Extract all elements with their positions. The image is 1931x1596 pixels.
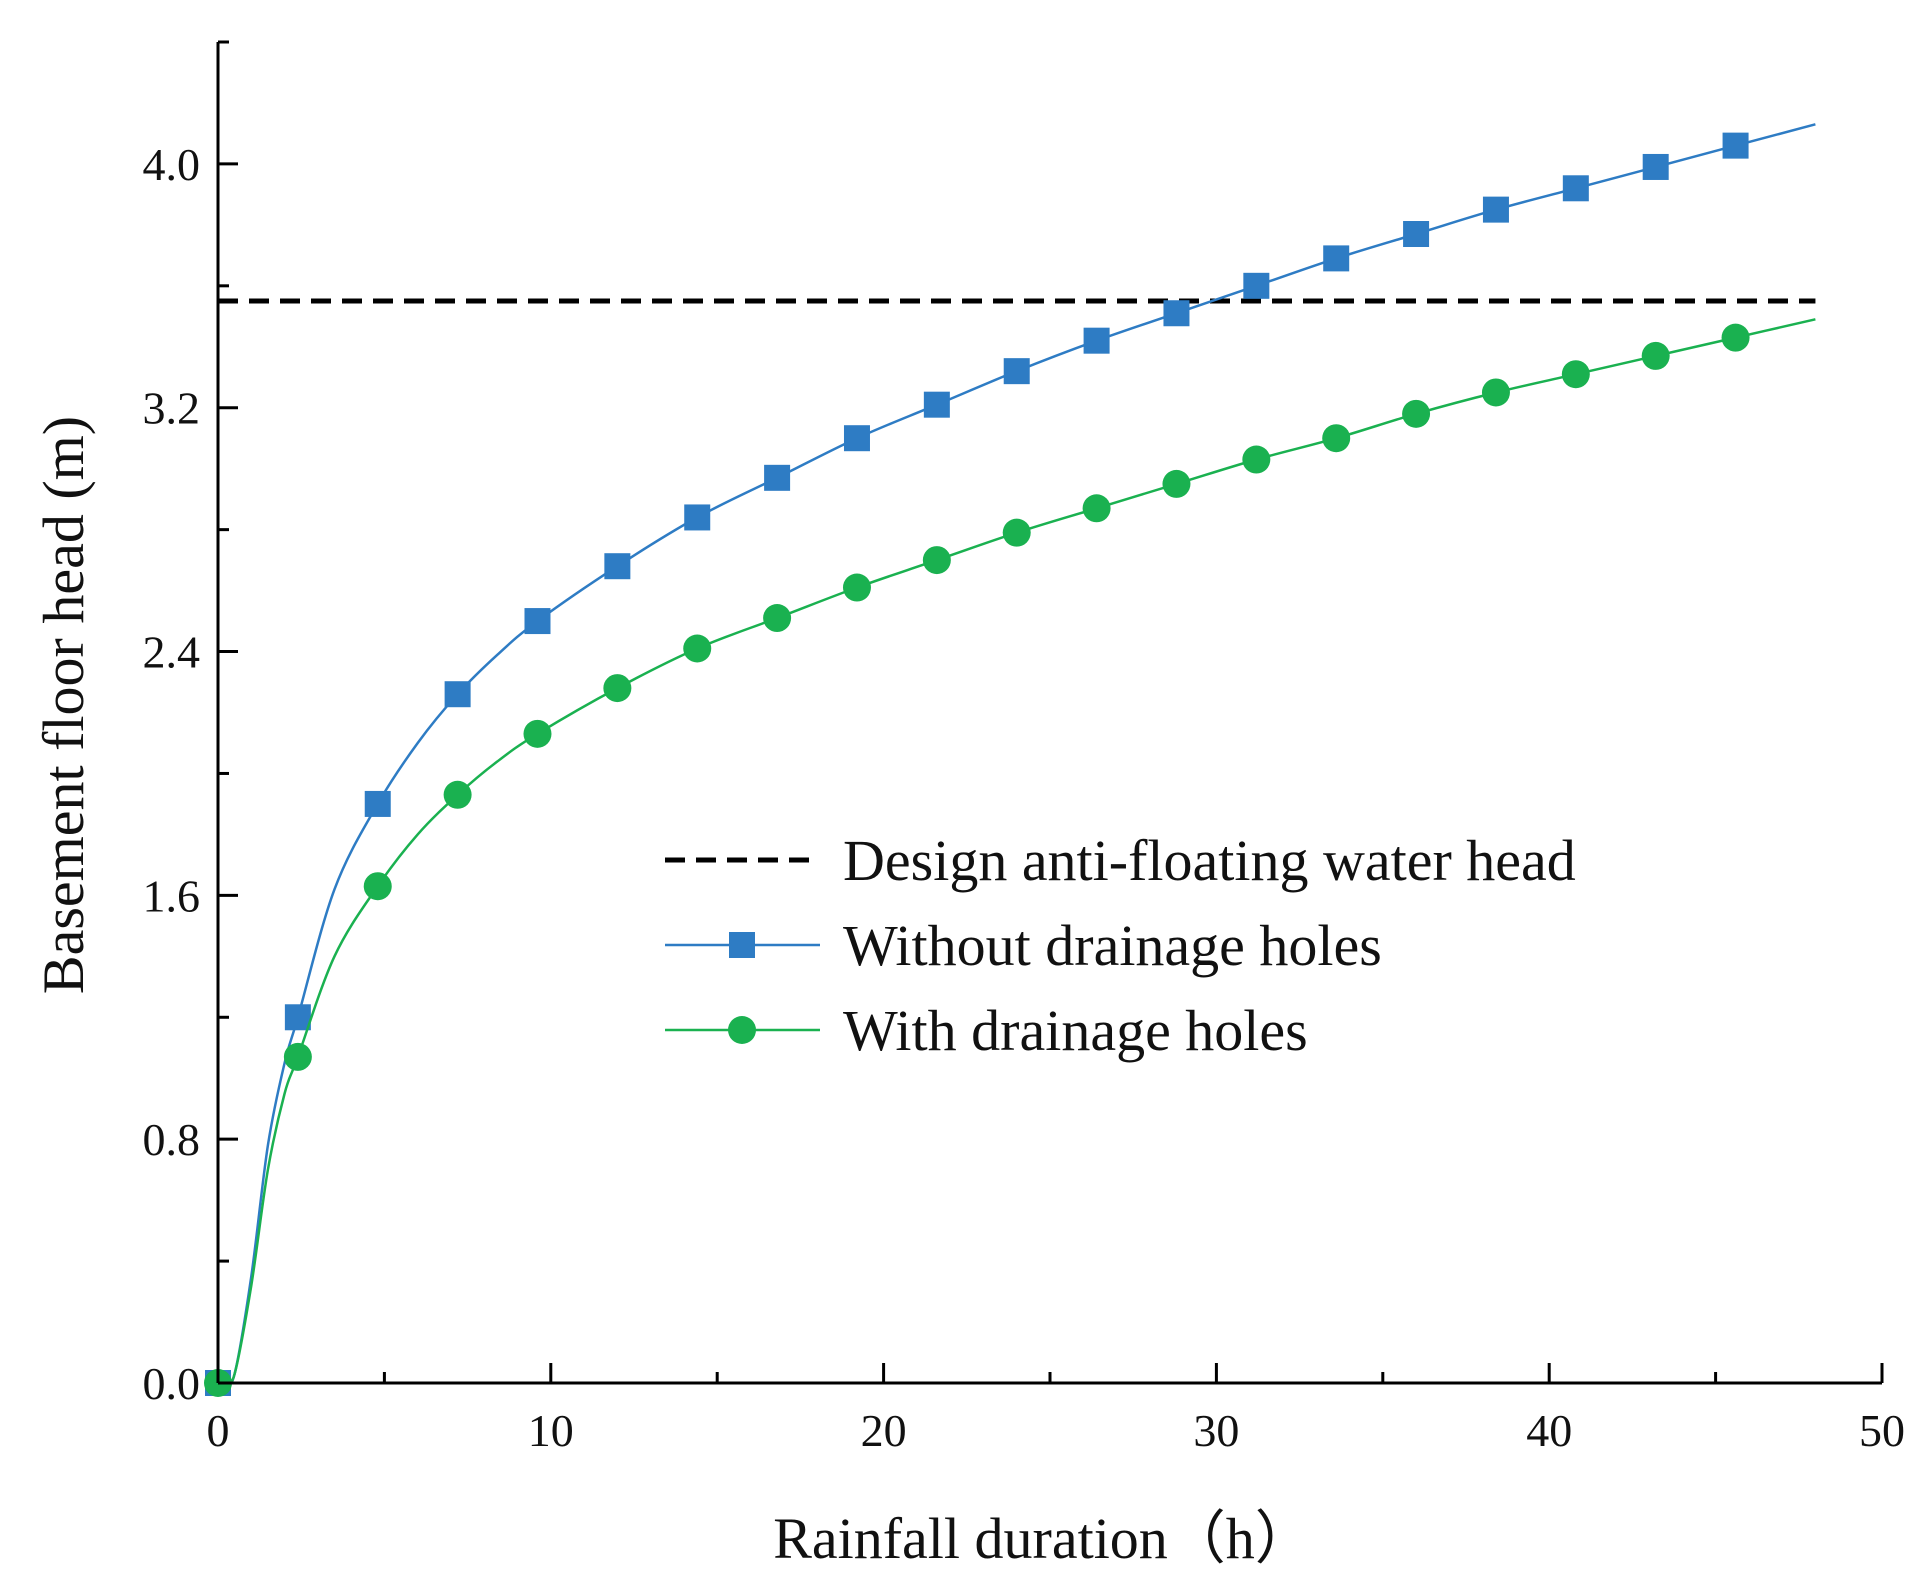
- data-point-with-drainage: [1242, 445, 1271, 474]
- x-tick-label: 20: [861, 1405, 907, 1456]
- y-tick-label: 3.2: [143, 383, 201, 434]
- y-tick-label: 0.8: [143, 1114, 201, 1165]
- data-point-without-drainage: [1003, 358, 1030, 385]
- data-point-with-drainage: [523, 719, 552, 748]
- data-point-without-drainage: [444, 681, 471, 708]
- data-point-with-drainage: [763, 604, 792, 633]
- data-point-without-drainage: [1323, 245, 1350, 272]
- data-point-without-drainage: [764, 464, 791, 491]
- data-point-without-drainage: [1482, 196, 1509, 223]
- x-tick-label: 30: [1193, 1405, 1239, 1456]
- data-point-without-drainage: [604, 553, 631, 580]
- data-point-without-drainage: [684, 504, 711, 531]
- data-point-with-drainage: [1481, 378, 1510, 407]
- data-point-without-drainage: [284, 1004, 311, 1031]
- axes: [216, 40, 1884, 1385]
- data-point-without-drainage: [1722, 132, 1749, 159]
- legend-label-without: Without drainage holes: [843, 913, 1382, 978]
- data-point-without-drainage: [1083, 327, 1110, 354]
- data-point-with-drainage: [1162, 469, 1191, 498]
- data-point-with-drainage: [283, 1042, 312, 1071]
- data-point-without-drainage: [843, 425, 870, 452]
- data-point-without-drainage: [1403, 221, 1430, 248]
- legend: Design anti-floating water head Without …: [665, 828, 1576, 1063]
- data-point-without-drainage: [1243, 272, 1270, 299]
- data-point-with-drainage: [363, 872, 392, 901]
- x-tick-label: 40: [1526, 1405, 1572, 1456]
- x-axis-title: Rainfall duration（h）: [773, 1506, 1313, 1571]
- legend-label-with: With drainage holes: [843, 998, 1308, 1063]
- legend-swatch-with-marker: [728, 1016, 756, 1044]
- data-point-with-drainage: [1561, 360, 1590, 389]
- x-tick-label: 10: [528, 1405, 574, 1456]
- data-point-with-drainage: [1721, 323, 1750, 352]
- series-line-with-drainage: [217, 318, 1816, 1386]
- data-point-without-drainage: [923, 391, 950, 418]
- data-point-with-drainage: [683, 634, 712, 663]
- data-point-with-drainage: [1322, 424, 1351, 453]
- legend-swatch-without-marker: [729, 932, 755, 958]
- y-tick-label: 1.6: [143, 870, 201, 921]
- data-point-with-drainage: [1402, 399, 1431, 428]
- data-point-with-drainage: [443, 780, 472, 809]
- data-point-without-drainage: [1562, 175, 1589, 202]
- data-point-with-drainage: [842, 573, 871, 602]
- x-tick-label: 0: [207, 1405, 230, 1456]
- y-tick-label: 2.4: [143, 627, 201, 678]
- y-tick-label: 4.0: [143, 139, 201, 190]
- tick-labels: 0 10 20 30 40 50 0.0 0.8 1.6 2.4 3.2 4.0: [143, 139, 1906, 1456]
- data-point-without-drainage: [1642, 153, 1669, 180]
- data-point-with-drainage: [922, 546, 951, 575]
- data-point-with-drainage: [1082, 494, 1111, 523]
- x-tick-label: 50: [1859, 1405, 1905, 1456]
- data-point-with-drainage: [603, 674, 632, 703]
- data-point-without-drainage: [524, 608, 551, 635]
- data-point-without-drainage: [364, 790, 391, 817]
- data-point-with-drainage: [1641, 341, 1670, 370]
- data-point-without-drainage: [1163, 300, 1190, 327]
- y-axis-title: Basement floor head (m): [31, 416, 96, 994]
- y-tick-label: 0.0: [143, 1358, 201, 1409]
- legend-label-design-head: Design anti-floating water head: [843, 828, 1576, 893]
- data-point-with-drainage: [1002, 518, 1031, 547]
- plot-marks: [204, 123, 1816, 1397]
- series-line-without-drainage: [217, 123, 1816, 1386]
